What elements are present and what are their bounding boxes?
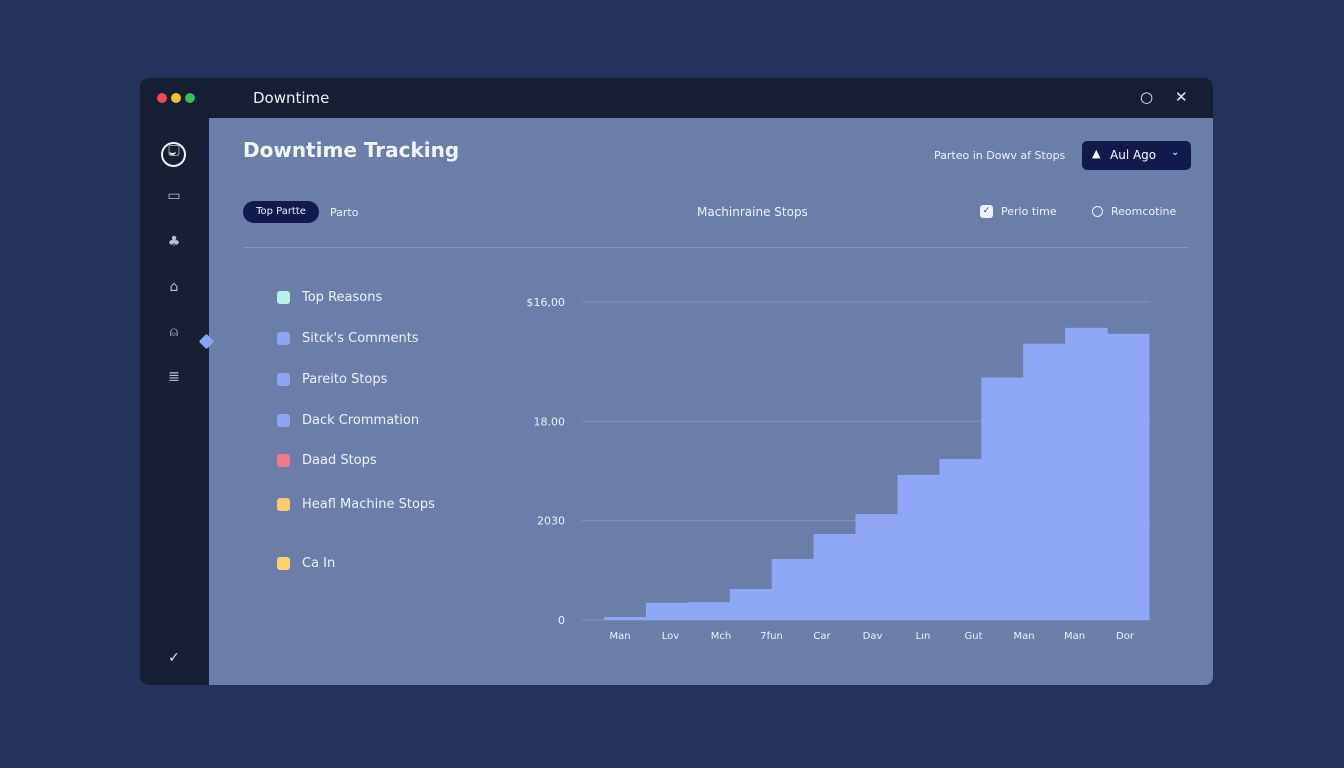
bar <box>645 602 689 620</box>
legend-label: Top Reasons <box>302 290 383 305</box>
y-tick-label: $16,00 <box>527 296 566 309</box>
legend-label: Ca In <box>302 556 336 571</box>
sidebar: ▢ ▭ ♣ ⌂ ⍝ ≣ ✓ <box>140 118 209 685</box>
legend-label: Pareito Stops <box>302 372 388 387</box>
x-tick-label: Mch <box>711 631 731 642</box>
bar <box>1107 333 1150 620</box>
y-tick-label: 0 <box>558 614 565 627</box>
legend-item[interactable]: Dack Crommation <box>277 413 419 428</box>
bar <box>729 588 773 620</box>
bar <box>604 617 647 620</box>
bell-icon: ▲ <box>1092 147 1101 160</box>
legend-swatch <box>277 332 290 345</box>
page-title: Downtime Tracking <box>243 138 460 162</box>
bar <box>1065 327 1108 620</box>
window-title: Downtime <box>253 89 330 107</box>
checkbox-checked-icon[interactable]: ✓ <box>980 205 993 218</box>
option-perlo-time[interactable]: ✓ Perlo time <box>980 205 1057 218</box>
x-tick-label: Man <box>1013 631 1034 642</box>
x-tick-label: Gut <box>964 631 982 642</box>
x-tick-label: Man <box>1064 631 1085 642</box>
minimize-window-button[interactable] <box>171 93 181 103</box>
bar <box>771 558 815 620</box>
chevron-down-icon: ⌄ <box>1171 147 1180 158</box>
chart-title: Machinraine Stops <box>697 205 808 219</box>
legend-swatch <box>277 557 290 570</box>
maximize-window-button[interactable] <box>185 93 195 103</box>
lock-icon[interactable]: ⍝ <box>169 324 179 340</box>
bar <box>855 514 898 620</box>
x-tick-label: Man <box>609 631 630 642</box>
bar <box>1023 343 1066 620</box>
option-label: Reomcotine <box>1111 205 1177 218</box>
legend-item[interactable]: Top Reasons <box>277 290 382 305</box>
close-window-button[interactable] <box>157 93 167 103</box>
tab-parto[interactable]: Parto <box>330 206 359 219</box>
legend-swatch <box>277 498 290 511</box>
clipboard-icon[interactable]: ▢ <box>167 142 181 158</box>
dropdown-label: Aul Ago <box>1110 148 1157 162</box>
legend-swatch <box>277 454 290 467</box>
bar <box>687 602 731 620</box>
x-tick-label: Dor <box>1116 631 1135 642</box>
legend-label: Dack Crommation <box>302 413 420 428</box>
network-icon[interactable]: ♣ <box>167 234 181 250</box>
legend-item[interactable]: Daad Stops <box>277 453 377 468</box>
legend-swatch <box>277 414 290 427</box>
restore-icon[interactable]: ○ <box>1140 88 1154 106</box>
legend-label: Heafl Machine Stops <box>302 497 435 512</box>
bar <box>981 377 1024 620</box>
bar <box>939 459 982 620</box>
x-tick-label: Lın <box>916 631 931 642</box>
title-bar: Downtime ○ ✕ <box>140 78 1213 118</box>
legend-swatch <box>277 373 290 386</box>
filter-summary: Parteo in Dowv af Stops <box>934 149 1066 162</box>
app-logo-icon <box>161 142 186 167</box>
x-tick-label: Lov <box>662 631 680 642</box>
x-tick-label: 7fun <box>760 631 783 642</box>
close-icon[interactable]: ✕ <box>1175 88 1188 106</box>
card-icon[interactable]: ▭ <box>167 188 181 204</box>
y-tick-label: 18.00 <box>534 415 566 428</box>
legend-label: Sitck's Comments <box>302 331 419 346</box>
radio-icon[interactable] <box>1092 206 1103 217</box>
bar <box>897 474 940 620</box>
legend-item[interactable]: Heafl Machine Stops <box>277 497 435 512</box>
legend-item[interactable]: Sitck's Comments <box>277 331 419 346</box>
tab-top-partte[interactable]: Top Partte <box>243 201 319 223</box>
legend-item[interactable]: Ca In <box>277 556 335 571</box>
list-icon[interactable]: ≣ <box>168 369 180 385</box>
x-tick-label: Dav <box>863 631 883 642</box>
bar <box>813 533 857 620</box>
option-reomcotine[interactable]: Reomcotine <box>1092 205 1176 218</box>
y-tick-label: 2030 <box>537 515 565 528</box>
option-label: Perlo time <box>1001 205 1057 218</box>
home-icon[interactable]: ⌂ <box>169 279 179 295</box>
legend-item[interactable]: Pareito Stops <box>277 372 387 387</box>
divider <box>243 247 1189 248</box>
legend-label: Daad Stops <box>302 453 377 468</box>
check-icon[interactable]: ✓ <box>168 650 180 666</box>
period-dropdown[interactable]: ▲ Aul Ago ⌄ <box>1082 141 1191 170</box>
x-tick-label: Car <box>813 631 831 642</box>
legend-swatch <box>277 291 290 304</box>
